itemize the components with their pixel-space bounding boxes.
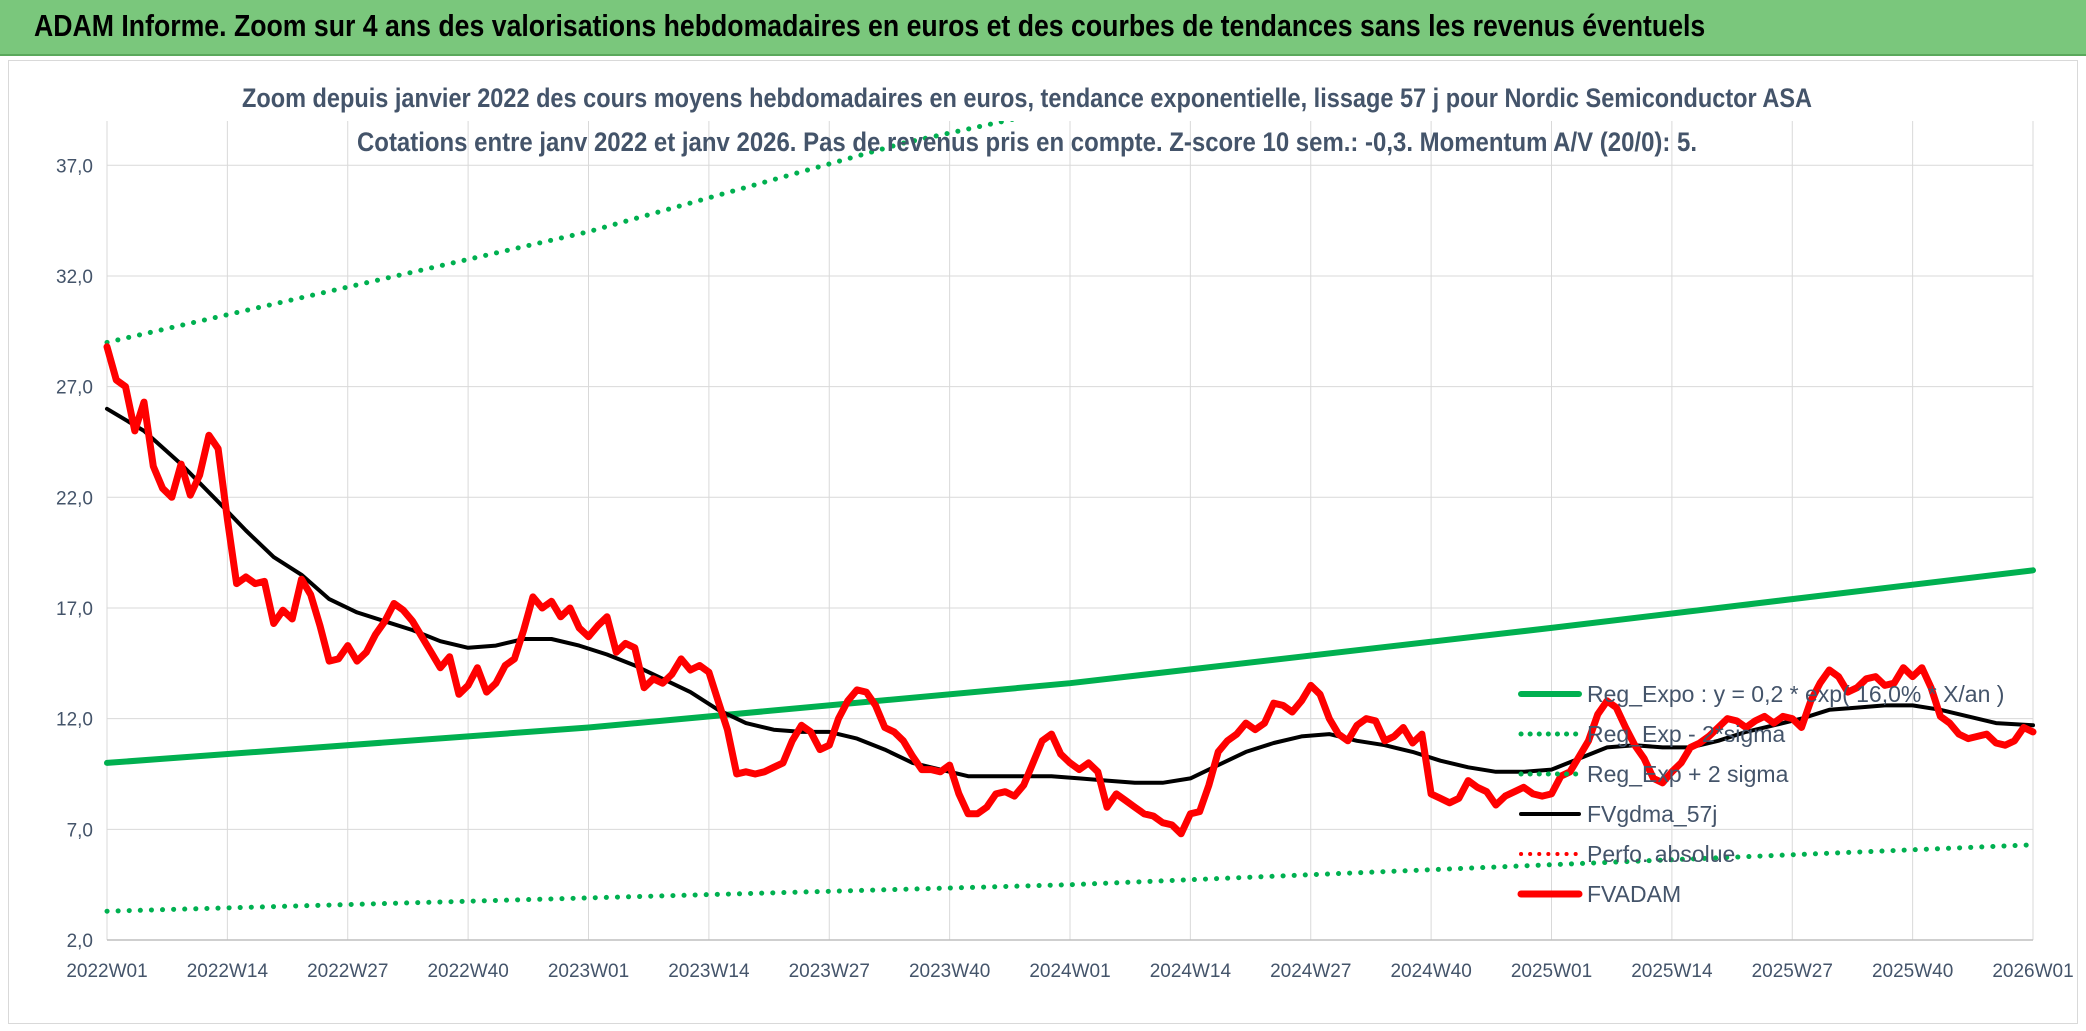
- legend-entry-label: Perfo. absolue: [1587, 841, 1735, 867]
- report-banner: ADAM Informe. Zoom sur 4 ans des valoris…: [0, 0, 2086, 56]
- x-tick-label: 2023W27: [789, 961, 870, 982]
- gridlines: [106, 121, 2034, 941]
- series-line-fvgdma-57j: [105, 406, 2035, 785]
- legend-entry-label: Reg_Exp - 2*sigma: [1587, 721, 1785, 747]
- series-line-reg-exp-2-sigma: [104, 842, 2036, 914]
- chart-title: Zoom depuis janvier 2022 des cours moyen…: [242, 83, 1812, 113]
- chart-subtitle: Cotations entre janv 2022 et janv 2026. …: [357, 127, 1697, 157]
- x-tick-label: 2022W40: [427, 961, 508, 982]
- legend: Reg_Expo : y = 0,2 * exp( 16,0% * X/an )…: [1517, 681, 2004, 907]
- x-tick-label: 2023W40: [909, 961, 990, 982]
- chart: 2,0 7,0 12,0 17,0 22,0 27,0 32,0 37,0 2022W01 202…: [56, 83, 2074, 982]
- legend-entry-label: FVgdma_57j: [1587, 801, 1717, 827]
- plot-series: [103, 121, 2037, 914]
- x-tick-label: 2024W01: [1029, 961, 1110, 982]
- x-tick-label: 2025W40: [1872, 961, 1953, 982]
- report-title: ADAM Informe. Zoom sur 4 ans des valoris…: [34, 8, 1706, 43]
- x-tick-label: 2024W40: [1390, 961, 1471, 982]
- y-tick-label: 37,0: [56, 156, 93, 177]
- x-tick-label: 2022W14: [187, 961, 269, 982]
- y-tick-label: 12,0: [56, 710, 93, 731]
- chart-frame: 2,0 7,0 12,0 17,0 22,0 27,0 32,0 37,0 2022W01 202…: [8, 60, 2078, 1024]
- x-tick-label: 2023W01: [548, 961, 629, 982]
- y-tick-label: 27,0: [56, 378, 93, 399]
- x-tick-label: 2023W14: [668, 961, 750, 982]
- x-tick-label: 2025W01: [1511, 961, 1592, 982]
- y-tick-label: 2,0: [67, 931, 93, 952]
- x-tick-label: 2024W14: [1150, 961, 1232, 982]
- x-tick-label: 2022W01: [66, 961, 147, 982]
- legend-entry-label: Reg_Expo : y = 0,2 * exp( 16,0% * X/an ): [1587, 681, 2004, 707]
- x-tick-label: 2022W27: [307, 961, 388, 982]
- y-tick-label: 32,0: [56, 267, 93, 288]
- x-tick-label: 2026W01: [1992, 961, 2073, 982]
- legend-entry-label: Reg_Exp + 2 sigma: [1587, 761, 1789, 787]
- x-tick-label: 2025W27: [1752, 961, 1833, 982]
- axes: 2,0 7,0 12,0 17,0 22,0 27,0 32,0 37,0 2022W01 202…: [56, 156, 2074, 982]
- x-tick-label: 2024W27: [1270, 961, 1351, 982]
- y-tick-label: 22,0: [56, 488, 93, 509]
- series-line-reg-expo-y-0-2-exp-16-0-x-an: [104, 567, 2036, 766]
- y-tick-label: 7,0: [67, 820, 93, 841]
- series-line-fvadam: [103, 343, 2037, 838]
- x-tick-label: 2025W14: [1631, 961, 1713, 982]
- legend-entry-label: FVADAM: [1587, 881, 1681, 907]
- y-tick-label: 17,0: [56, 599, 93, 620]
